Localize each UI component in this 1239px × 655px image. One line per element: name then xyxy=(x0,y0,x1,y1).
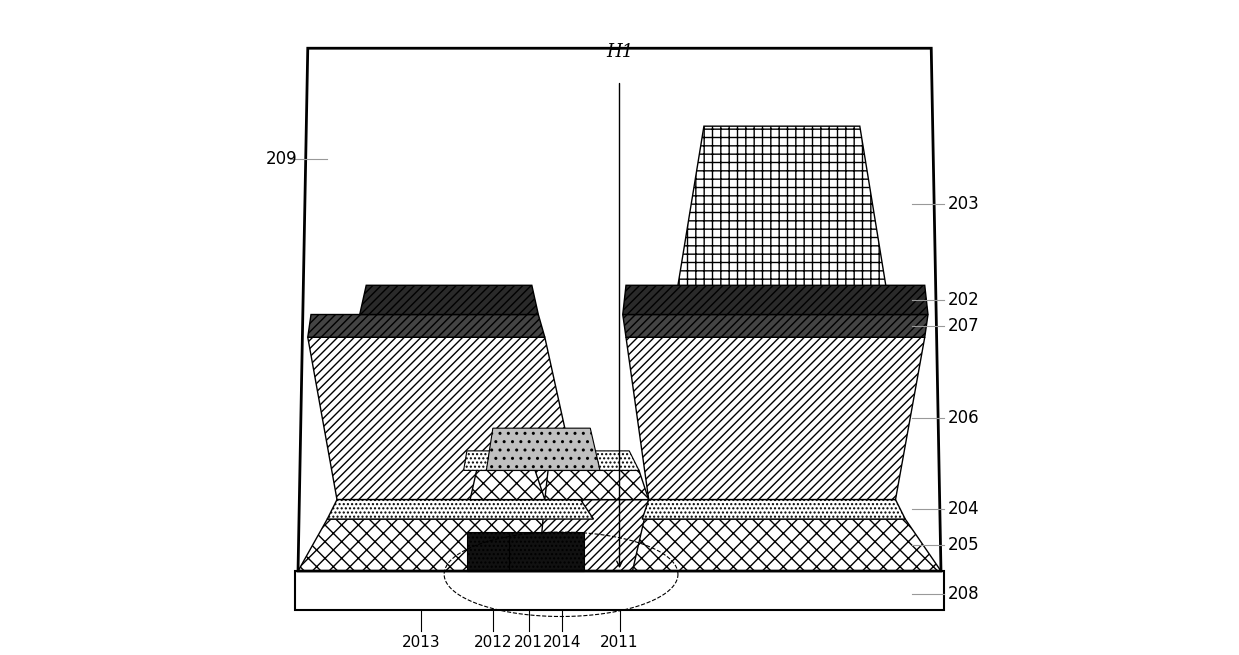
Text: H1: H1 xyxy=(606,43,633,61)
Polygon shape xyxy=(642,500,906,519)
Polygon shape xyxy=(626,337,924,500)
Text: 202: 202 xyxy=(948,291,979,309)
Polygon shape xyxy=(470,470,545,500)
Polygon shape xyxy=(487,428,600,470)
Text: 2014: 2014 xyxy=(543,635,581,650)
Polygon shape xyxy=(678,126,886,286)
Text: 2013: 2013 xyxy=(403,635,441,650)
Polygon shape xyxy=(623,314,928,337)
Polygon shape xyxy=(623,286,928,314)
Text: 2011: 2011 xyxy=(600,635,639,650)
Polygon shape xyxy=(307,337,581,500)
Polygon shape xyxy=(509,532,584,571)
Text: 203: 203 xyxy=(948,195,979,213)
Polygon shape xyxy=(463,451,639,470)
Polygon shape xyxy=(545,470,649,500)
Text: 209: 209 xyxy=(265,149,297,168)
Polygon shape xyxy=(307,314,545,337)
Text: 204: 204 xyxy=(948,500,979,518)
Polygon shape xyxy=(327,500,593,519)
Polygon shape xyxy=(538,500,649,571)
Text: 201: 201 xyxy=(514,635,543,650)
Polygon shape xyxy=(359,286,538,314)
Text: 207: 207 xyxy=(948,317,979,335)
Polygon shape xyxy=(620,519,940,571)
Text: 206: 206 xyxy=(948,409,979,428)
Polygon shape xyxy=(467,532,509,571)
Polygon shape xyxy=(299,519,620,571)
Text: 208: 208 xyxy=(948,585,979,603)
Text: 205: 205 xyxy=(948,536,979,554)
Polygon shape xyxy=(295,571,944,610)
Text: 2012: 2012 xyxy=(473,635,512,650)
